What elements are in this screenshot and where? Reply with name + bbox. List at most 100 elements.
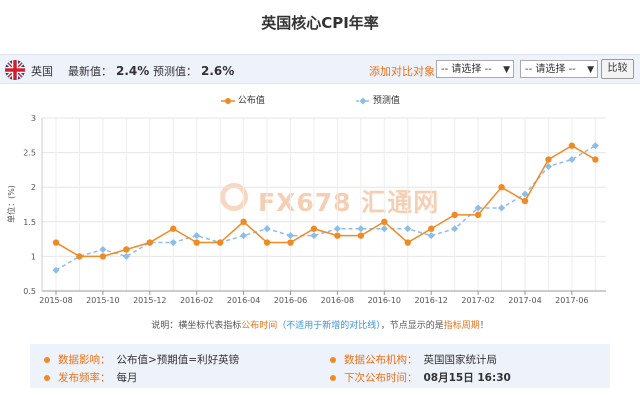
compare-select-1[interactable]: -- 请选择 -- ▼ [436,60,514,78]
info-impact: 数据影响： 公布值>预期值=利好英镑 [44,352,239,367]
forecast-point[interactable] [193,232,201,240]
actual-point[interactable] [474,211,482,219]
actual-point[interactable] [592,156,599,163]
compare-label: 添加对比对象： [369,65,446,78]
actual-point[interactable] [263,239,271,246]
legend-forecast-label: 预测值 [372,96,400,106]
chevron-down-icon: ▼ [587,65,594,75]
actual-point[interactable] [146,239,153,246]
compare-select-2-value: -- 请选择 -- [525,64,576,75]
actual-point[interactable] [287,239,294,246]
actual-point[interactable] [240,218,247,225]
next-release-label: 下次公布时间： [344,372,418,384]
x-tick-label: 2017-04 [508,296,541,305]
page-title: 英国核心CPI年率 [261,14,379,32]
forecast-point[interactable] [451,225,459,233]
legend-actual-label: 公布值 [237,96,265,106]
actual-point[interactable] [381,218,388,225]
actual-point[interactable] [404,239,411,246]
actual-point[interactable] [170,225,177,232]
forecast-value-group: 预测值： 2.6% [153,63,234,79]
actual-point[interactable] [428,225,435,232]
compare-select-1-value: -- 请选择 -- [441,64,492,75]
chart-explanation: 说明：横坐标代表指标公布时间（不适用于新增的对比线），节点显示的是指标周期！ [0,318,640,331]
chart-grid [41,117,606,292]
forecast-series-line [55,145,596,271]
latest-label: 最新值： [68,65,112,78]
forecast-point[interactable] [169,239,177,247]
actual-point[interactable] [568,142,576,149]
explain-mid: ，节点显示的是 [380,321,444,331]
forecast-point[interactable] [99,245,107,254]
x-tick-label: 2016-04 [227,296,260,305]
forecast-point[interactable] [591,142,599,150]
actual-point[interactable] [334,232,341,239]
forecast-point[interactable] [568,155,576,164]
actual-point[interactable] [193,239,200,246]
forecast-point[interactable] [380,225,388,233]
x-tick-label: 2016-10 [368,296,401,305]
uk-flag-icon [5,60,25,80]
x-tick-label: 2016-06 [274,296,307,305]
actual-point[interactable] [545,156,552,163]
actual-point[interactable] [123,246,130,253]
explain-release-time: 公布时间 [241,321,278,331]
actual-point[interactable] [99,253,107,260]
forecast-point[interactable] [427,232,435,240]
forecast-point[interactable] [122,252,130,260]
bullet-dot-icon [44,375,50,381]
x-tick-label: 2015-08 [39,296,72,305]
explain-suffix: ！ [479,321,489,331]
actual-point[interactable] [310,225,318,232]
actual-point[interactable] [451,211,458,219]
actual-point[interactable] [357,232,365,239]
bullet-dot-icon [44,357,50,363]
x-tick-label: 2016-08 [321,296,354,305]
actual-point[interactable] [216,239,224,246]
forecast-point[interactable] [333,225,341,233]
forecast-point[interactable] [286,232,295,240]
frequency-value: 每月 [116,372,138,384]
legend-item-forecast[interactable]: 预测值 [356,93,400,106]
impact-label: 数据影响： [58,354,111,366]
x-tick-label: 2016-12 [414,296,447,305]
latest-value-group: 最新值： 2.4% [68,63,149,79]
info-frequency: 发布频率： 每月 [44,370,138,385]
indicator-info-panel: 数据影响： 公布值>预期值=利好英镑 数据公布机构： 英国国家统计局 发布频率： 每月… [30,344,610,388]
forecast-point[interactable] [52,266,60,274]
forecast-point[interactable] [544,162,552,170]
chart-series [52,142,599,274]
cpi-line-chart: 0.5 1 1.5 2 2.5 3 2015-08 2015-10 2015-12 2016-0… [6,114,606,305]
explain-prefix: 说明：横坐标代表指标 [151,321,242,331]
indicator-bar: 英国 最新值： 2.4% 预测值： 2.6% 添加对比对象： -- 请选择 -- ▼ … [0,54,640,84]
actual-point[interactable] [498,184,505,191]
y-tick-label: 1.5 [23,218,36,227]
actual-point[interactable] [52,239,60,246]
forecast-point[interactable] [521,190,529,198]
forecast-point[interactable] [474,204,482,212]
explain-period: 指标周期 [443,321,480,331]
info-agency: 数据公布机构： 英国国家统计局 [330,352,497,367]
forecast-point[interactable] [310,232,318,240]
y-tick-label: 2 [31,183,36,192]
forecast-point[interactable] [404,225,412,233]
legend-item-actual[interactable]: 公布值 [221,93,265,106]
actual-point[interactable] [76,253,83,260]
forecast-point[interactable] [263,225,271,233]
forecast-point[interactable] [357,225,365,233]
actual-point[interactable] [521,197,529,205]
bullet-dot-icon [330,375,336,381]
agency-value: 英国国家统计局 [423,354,498,366]
x-tick-label: 2015-10 [86,296,119,305]
forecast-point[interactable] [240,232,248,240]
compare-select-2[interactable]: -- 请选择 -- ▼ [520,60,598,78]
y-tick-label: 0.5 [23,287,36,296]
legend-forecast-icon [356,96,370,105]
info-next-release: 下次公布时间： 08月15日 16:30 [330,370,511,385]
x-tick-label: 2017-02 [461,296,494,305]
watermark-logo-icon [220,183,248,211]
compare-button[interactable]: 比较 [601,59,634,79]
forecast-value: 2.6% [201,64,235,78]
y-tick-label: 3 [31,114,36,123]
forecast-point[interactable] [498,204,506,212]
